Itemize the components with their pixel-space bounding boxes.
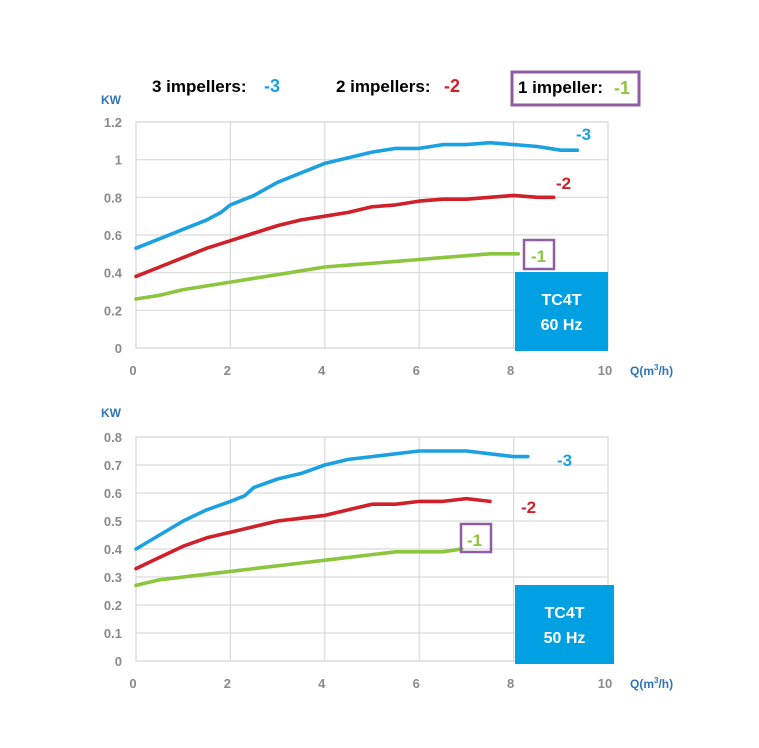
y-tick-label: 1.2 [104,115,122,130]
series-line-minus-1 [134,547,464,588]
x-tick-label: 10 [598,363,612,378]
legend-label-3: 3 impellers: [152,77,247,96]
chart-60hz: 0 0.2 0.4 0.6 0.8 1 1.2 0 2 4 6 8 10 KW Q(m3/h) -3 -2 -1 T… [101,93,673,378]
series-tag-minus-1: -1 [531,247,546,266]
y-tick-label: 0.4 [104,542,123,557]
legend-item-3-impellers: 3 impellers: -3 [152,76,280,96]
y-axis-label: KW [101,406,122,420]
legend-suffix-2: -2 [444,76,460,96]
badge-frequency: 50 Hz [544,630,586,647]
series-line-minus-2 [134,193,556,279]
series-tag-minus-3: -3 [557,451,572,470]
legend-label-2: 2 impellers: [336,77,431,96]
x-tick-label: 2 [224,676,231,691]
x-tick-label: 6 [413,363,420,378]
chart-50hz: 0 0.1 0.2 0.3 0.4 0.5 0.6 0.7 0.8 0 2 4 6 8 10 KW Q(m3/h… [101,406,673,691]
series-tag-minus-1: -1 [467,531,482,550]
y-tick-label: 1 [115,153,122,168]
y-tick-label: 0.3 [104,570,122,585]
y-tick-label: 0 [115,341,122,356]
legend-suffix-3: -3 [264,76,280,96]
x-axis-label: Q(m3/h) [630,363,673,378]
model-badge [515,585,614,664]
series-tag-minus-3: -3 [576,125,591,144]
x-tick-label: 0 [129,676,136,691]
legend-highlight-box [510,70,641,107]
badge-model: TC4T [545,605,585,622]
model-badge [515,272,608,351]
y-tick-label: 0.5 [104,514,122,529]
y-tick-label: 0.7 [104,458,122,473]
y-tick-label: 0.8 [104,190,122,205]
y-tick-label: 0.2 [104,598,122,613]
y-tick-label: 0.4 [104,266,123,281]
series-line-minus-3 [134,140,580,250]
series-tag-box [522,238,556,271]
x-axis-label: Q(m3/h) [630,676,673,691]
y-tick-label: 0 [115,654,122,669]
x-tick-label: 8 [507,676,514,691]
legend-label-1: 1 impeller: [518,78,603,97]
series-tag-minus-2: -2 [521,498,536,517]
y-tick-label: 0.8 [104,430,122,445]
badge-model: TC4T [542,292,582,309]
x-tick-label: 2 [224,363,231,378]
legend: 3 impellers: -3 2 impellers: -2 1 impell… [152,70,641,107]
series-tag-minus-2: -2 [556,174,571,193]
y-tick-label: 0.1 [104,626,122,641]
plot-frame [135,121,609,349]
series-line-minus-2 [134,496,492,571]
x-tick-label: 4 [318,676,326,691]
series-line-minus-1 [134,252,521,301]
x-tick-label: 6 [413,676,420,691]
legend-item-1-impeller: 1 impeller: -1 [510,70,641,107]
badge-frequency: 60 Hz [541,317,583,334]
y-tick-label: 0.6 [104,486,122,501]
x-tick-label: 10 [598,676,612,691]
y-tick-label: 0.6 [104,228,122,243]
y-tick-label: 0.2 [104,303,122,318]
series-line-minus-3 [134,449,530,551]
y-axis-label: KW [101,93,122,107]
x-tick-label: 4 [318,363,326,378]
x-tick-label: 0 [129,363,136,378]
series-tag-box [459,522,493,554]
legend-item-2-impellers: 2 impellers: -2 [336,76,460,96]
x-tick-label: 8 [507,363,514,378]
legend-suffix-1: -1 [614,78,630,98]
